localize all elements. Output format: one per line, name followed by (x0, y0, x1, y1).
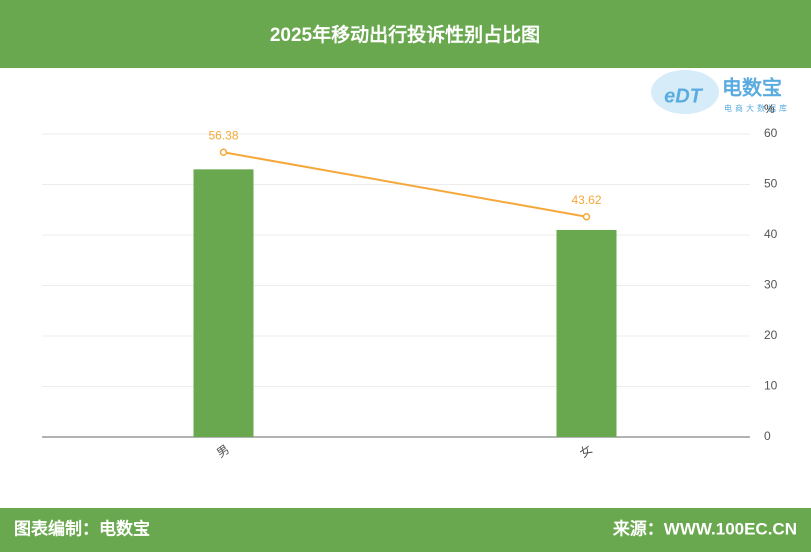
x-tick-label: 女 (577, 441, 595, 460)
y-axis-unit: % (764, 102, 775, 116)
footer-right: 来源：WWW.100EC.CN (612, 518, 797, 538)
line-point (582, 212, 591, 221)
data-label: 43.62 (571, 193, 601, 207)
data-label: 56.38 (208, 128, 238, 142)
chart-title: 2025年移动出行投诉性别占比图 (270, 23, 540, 46)
footer-band (0, 508, 811, 552)
y-tick-label: 10 (764, 379, 778, 393)
line-point (219, 148, 228, 157)
logo-cloud (651, 70, 719, 114)
y-tick-label: 50 (764, 177, 778, 191)
y-tick-label: 30 (764, 278, 778, 292)
y-tick-label: 40 (764, 227, 778, 241)
line (223, 151, 587, 218)
y-tick-label: 0 (764, 429, 771, 443)
y-tick-label: 60 (764, 126, 778, 140)
footer-left: 图表编制：电数宝 (14, 518, 150, 538)
bar (193, 169, 254, 437)
header-band (0, 0, 811, 68)
logo-mark: eDT (664, 85, 704, 107)
x-tick-label: 男 (214, 442, 232, 460)
y-tick-label: 20 (764, 328, 778, 342)
logo-name: 电数宝 (722, 75, 782, 99)
bar (556, 229, 617, 437)
logo-tagline: 电商大数据库 (724, 103, 790, 113)
